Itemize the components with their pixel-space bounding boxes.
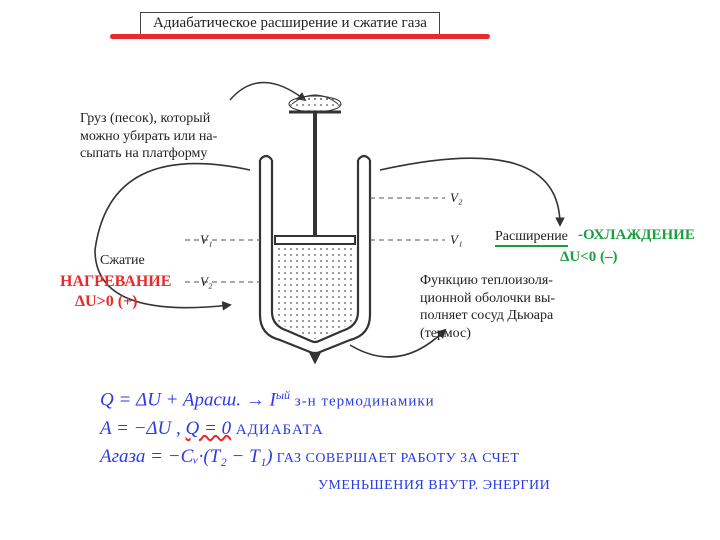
compression-label: Сжатие xyxy=(100,252,145,270)
expansion-text: Расширение xyxy=(495,229,568,247)
text-line: (термос) xyxy=(420,325,555,343)
text-line: сыпать на платформу xyxy=(80,145,217,163)
v2-left-label: V₂ xyxy=(200,274,212,290)
expansion-label: Расширение xyxy=(495,228,568,246)
text-line: Функцию теплоизоля- xyxy=(420,272,555,290)
formula-q: Q = ΔU + Aрасш. → I xyxy=(100,390,276,411)
adiabatic-diagram xyxy=(0,0,720,400)
dewar-description: Функцию теплоизоля- ционной оболочки вы-… xyxy=(420,272,555,342)
text-line: ционной оболочки вы- xyxy=(420,290,555,308)
v1-right-label: V₁ xyxy=(450,232,462,248)
formula-q0: Q = 0 xyxy=(186,418,232,439)
work-note-l2: УМЕНЬШЕНИЯ ВНУТР. ЭНЕРГИИ xyxy=(318,478,550,493)
v1-left-label: V₁ xyxy=(200,232,212,248)
formula-law-label: з-н термодинамики xyxy=(290,394,435,410)
text-line: Груз (песок), который xyxy=(80,110,217,128)
text-line: можно убирать или на- xyxy=(80,128,217,146)
heating-annotation: НАГРЕВАНИЕ xyxy=(60,272,171,292)
formula-block: Q = ΔU + Aрасш. → Iый з-н термодинамики … xyxy=(100,388,550,500)
v2-right-label: V₂ xyxy=(450,190,462,206)
du-negative-annotation: ΔU<0 (–) xyxy=(560,248,618,267)
text-line: полняет сосуд Дьюара xyxy=(420,307,555,325)
gas-region-icon xyxy=(275,246,355,339)
sand-load-icon xyxy=(289,95,341,112)
formula-agas: Aгаза = −Cᵥ·(T₂ − T₁) xyxy=(100,446,273,467)
adiabata-label: АДИАБАТА xyxy=(231,422,324,438)
formula-super: ый xyxy=(276,388,290,402)
du-positive-annotation: ΔU>0 (+) xyxy=(75,292,137,312)
load-description: Груз (песок), который можно убирать или … xyxy=(80,110,217,163)
work-note-l1: ГАЗ СОВЕРШАЕТ РАБОТУ ЗА СЧЕТ xyxy=(273,451,520,466)
cooling-annotation: -ОХЛАЖДЕНИЕ xyxy=(578,226,695,245)
formula-a: A = −ΔU , xyxy=(100,418,186,439)
